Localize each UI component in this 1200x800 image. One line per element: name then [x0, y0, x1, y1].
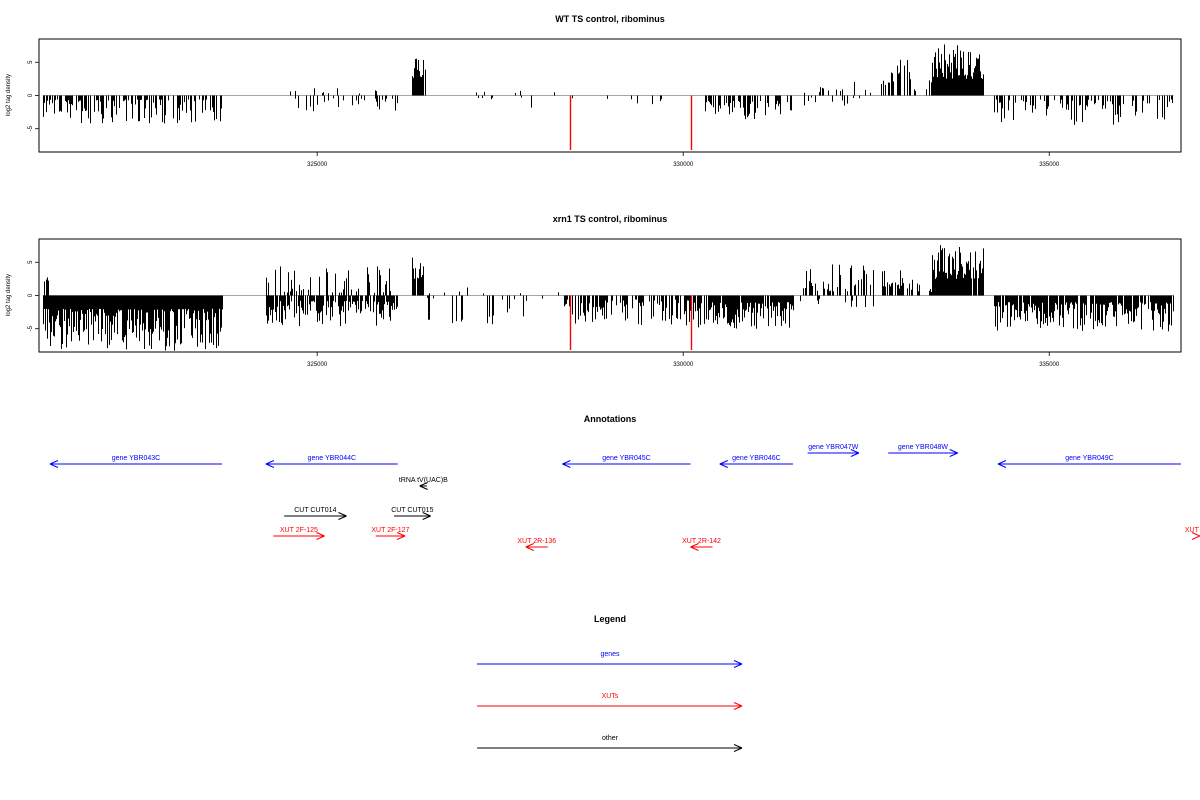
wt-xtick-label: 330000	[673, 162, 694, 168]
wt-track-axes: 325000 330000 335000 -5 0 5	[28, 60, 1060, 168]
annotation-arrow	[375, 532, 406, 540]
wt-xtick-label: 335000	[1039, 162, 1060, 168]
annotation-arrow	[394, 512, 431, 520]
wt-track-ylabel: log2 tag density	[6, 74, 12, 116]
annotation-arrow	[690, 543, 713, 551]
xrn1-xtick-label: 335000	[1039, 362, 1060, 368]
annotation-arrow	[419, 482, 428, 490]
xrn1-track-panel: xrn1 TS control, ribominus log2 tag dens…	[6, 214, 1182, 368]
annotation-label: gene YBR049C	[1065, 455, 1114, 462]
annotation-arrow	[562, 460, 691, 468]
annotation-label: tRNA tV(UAC)B	[399, 477, 448, 484]
wt-ytick-label: 0	[28, 93, 34, 97]
annotation-arrow	[997, 460, 1181, 468]
annotation-label: CUT CUT014	[294, 507, 336, 514]
wt-xtick-label: 325000	[307, 162, 328, 168]
xrn1-ytick-label: -5	[28, 325, 34, 331]
xrn1-track-axes: 325000 330000 335000 -5 0 5	[28, 260, 1060, 368]
annotation-label: gene YBR046C	[732, 455, 781, 462]
annotation-label: CUT CUT015	[391, 507, 433, 514]
annotation-arrow	[807, 449, 860, 457]
annotation-label: XUT 2R-142	[682, 538, 721, 545]
legend-arrow	[477, 744, 743, 752]
legend-label: other	[602, 735, 619, 742]
wt-track-marks	[42, 44, 1174, 151]
xrn1-xtick-label: 325000	[307, 362, 328, 368]
annotation-arrow	[1191, 532, 1200, 540]
annotation-arrow	[273, 532, 325, 540]
annotations-panel: Annotations gene YBR043C gene YBR044C tRNA…	[49, 414, 1200, 551]
wt-track-title: WT TS control, ribominus	[555, 14, 665, 24]
annotation-label: gene YBR045C	[602, 455, 651, 462]
annotation-arrow	[284, 512, 347, 520]
xrn1-track-title: xrn1 TS control, ribominus	[553, 214, 668, 224]
annotation-marks: gene YBR043C gene YBR044C tRNA tV(UAC)B gen…	[49, 444, 1200, 551]
annotation-arrow	[49, 460, 223, 468]
annotation-label: gene YBR043C	[112, 455, 161, 462]
legend-title: Legend	[594, 614, 626, 624]
annotation-label: XUT 2F-125	[280, 527, 318, 534]
xrn1-track-ylabel: log2 tag density	[6, 274, 12, 316]
annotation-label: gene YBR048W	[898, 444, 948, 451]
annotation-label: gene YBR047W	[808, 444, 858, 451]
xrn1-track-marks	[42, 245, 1174, 351]
wt-track-panel: WT TS control, ribominus log2 tag densit…	[6, 14, 1182, 168]
xrn1-ytick-label: 5	[28, 260, 34, 264]
wt-ytick-label: 5	[28, 60, 34, 64]
annotation-label: XUT 2R-136	[517, 538, 556, 545]
legend-marks: genes XUTs other	[477, 651, 743, 752]
annotation-arrow	[265, 460, 398, 468]
legend-arrow	[477, 702, 743, 710]
annotation-arrow	[719, 460, 794, 468]
annotation-arrow	[888, 449, 958, 457]
annotation-arrow	[525, 543, 548, 551]
legend-label: genes	[600, 651, 620, 658]
annotation-label: XUT 2F-127	[371, 527, 409, 534]
legend-panel: Legend genes XUTs other	[477, 614, 743, 752]
xrn1-xtick-label: 330000	[673, 362, 694, 368]
legend-arrow	[477, 660, 743, 668]
wt-ytick-label: -5	[28, 125, 34, 131]
legend-label: XUTs	[602, 693, 619, 700]
xrn1-ytick-label: 0	[28, 293, 34, 297]
annotations-title: Annotations	[584, 414, 637, 424]
annotation-label: XUT 2F-1	[1185, 527, 1200, 534]
annotation-label: gene YBR044C	[308, 455, 357, 462]
